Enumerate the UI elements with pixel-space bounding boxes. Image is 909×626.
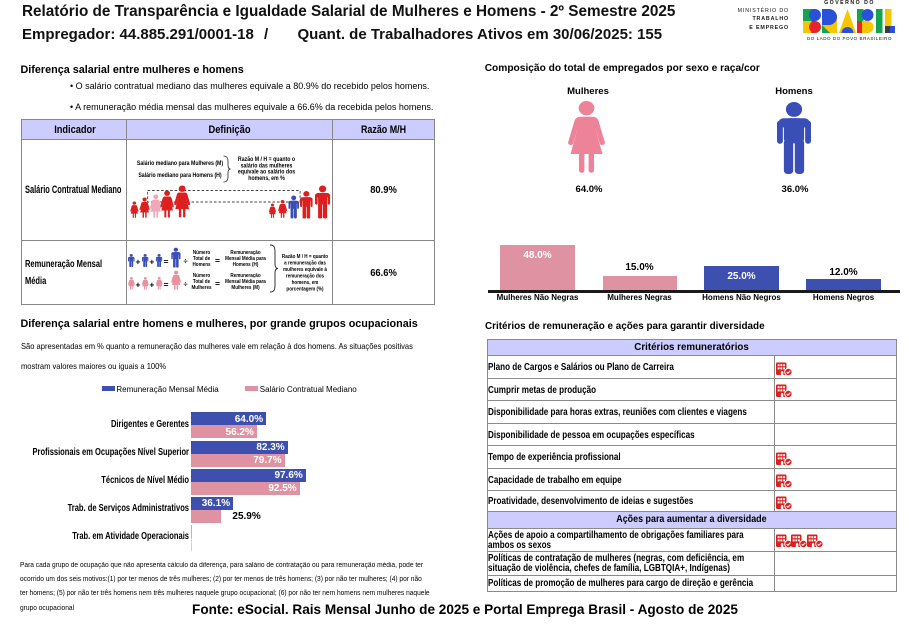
svg-text:Salário mediano para Mulheres: Salário mediano para Mulheres (M): [137, 161, 223, 168]
svg-text:Razão M / H = quanto o: Razão M / H = quanto o: [238, 157, 296, 164]
svg-text:+: +: [149, 257, 154, 267]
svg-text:+: +: [136, 257, 141, 267]
svg-text:Salário mediano para Homens (H: Salário mediano para Homens (H): [138, 173, 221, 180]
svg-text:Número: Número: [193, 273, 210, 279]
svg-text:Remuneração: Remuneração: [230, 273, 260, 279]
svg-text:=: =: [215, 279, 220, 289]
svg-text:Homens: Homens: [192, 262, 210, 268]
svg-text:homens, em %: homens, em %: [248, 176, 284, 183]
svg-text:=: =: [164, 257, 169, 267]
svg-text:Razão M / H = quanto: Razão M / H = quanto: [282, 254, 328, 260]
svg-text:remuneração dos: remuneração dos: [286, 273, 324, 279]
svg-text:÷: ÷: [183, 280, 187, 289]
svg-text:=: =: [164, 280, 169, 290]
svg-text:homens, em: homens, em: [292, 280, 319, 286]
svg-text:+: +: [149, 280, 154, 290]
svg-text:mulheres equivale à: mulheres equivale à: [283, 267, 327, 273]
svg-text:Mulheres (M): Mulheres (M): [231, 285, 260, 291]
svg-text:a remuneração das: a remuneração das: [284, 260, 326, 266]
svg-text:Total de: Total de: [193, 256, 210, 262]
svg-text:equivale ao salário dos: equivale ao salário dos: [238, 169, 295, 176]
svg-text:÷: ÷: [183, 257, 187, 266]
svg-text:Homens (H): Homens (H): [233, 262, 259, 268]
svg-text:Mensal Média para: Mensal Média para: [225, 279, 266, 285]
svg-text:Total de: Total de: [193, 279, 210, 285]
svg-text:+: +: [136, 280, 141, 290]
svg-text:Mulheres: Mulheres: [191, 285, 211, 291]
svg-text:Remuneração: Remuneração: [230, 250, 260, 256]
svg-text:Mensal Média para: Mensal Média para: [225, 256, 266, 262]
svg-text:Número: Número: [193, 250, 210, 256]
svg-text:porcentagem (%): porcentagem (%): [286, 286, 323, 292]
svg-text:=: =: [215, 256, 220, 266]
svg-text:salário das mulheres: salário das mulheres: [241, 163, 293, 170]
